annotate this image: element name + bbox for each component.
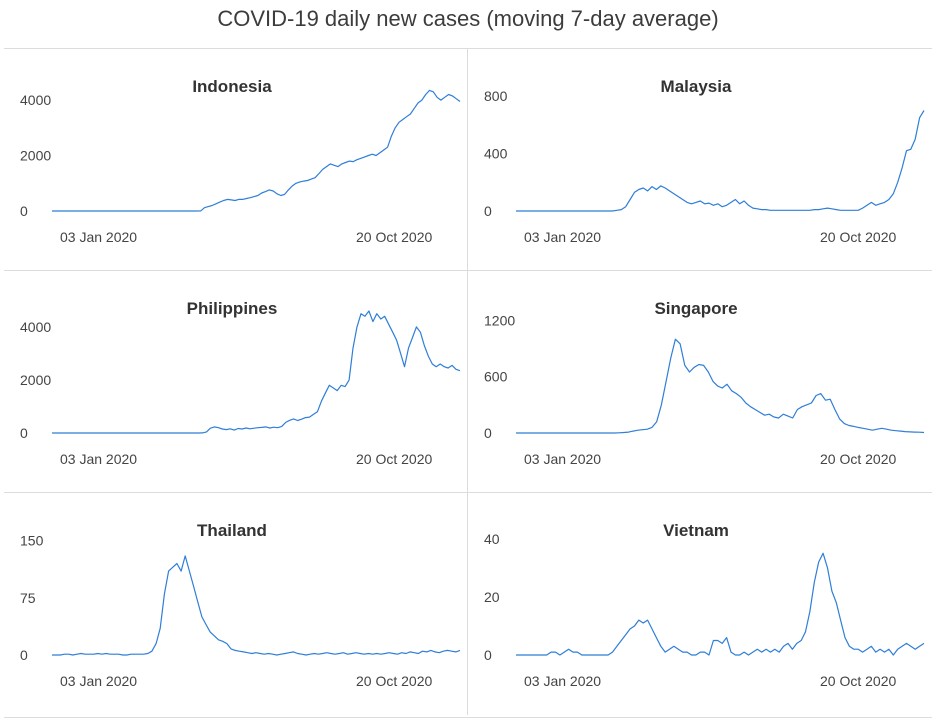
y-tick-label: 600 [484, 369, 508, 385]
y-tick-label: 40 [484, 531, 500, 547]
y-tick-label: 0 [484, 203, 492, 219]
y-tick-label: 4000 [20, 319, 51, 335]
y-tick-label: 2000 [20, 148, 51, 164]
line-chart: 0 400 800 03 Jan 2020 20 Oct 2020 [484, 88, 925, 245]
series-line [516, 110, 925, 212]
panel-title: Philippines [186, 299, 278, 318]
series-line [516, 338, 925, 434]
x-tick-label: 20 Oct 2020 [356, 229, 432, 245]
y-tick-label: 4000 [20, 92, 51, 108]
x-tick-label: 20 Oct 2020 [820, 229, 896, 245]
panel-title: Thailand [197, 521, 267, 540]
line-chart: 0 20 40 03 Jan 2020 20 Oct 2020 [484, 531, 925, 689]
chart-panel-philippines: Philippines 0 2000 4000 03 Jan 2020 20 Oct 20… [4, 271, 468, 493]
y-tick-label: 0 [20, 203, 28, 219]
series-line [516, 552, 925, 656]
y-tick-label: 2000 [20, 372, 51, 388]
panel-title: Singapore [654, 299, 738, 318]
y-tick-label: 0 [20, 425, 28, 441]
x-tick-label: 20 Oct 2020 [356, 451, 432, 467]
x-tick-label: 03 Jan 2020 [60, 451, 137, 467]
panel-title: Vietnam [663, 521, 729, 540]
series-line [52, 89, 461, 212]
chart-panel-singapore: Singapore 0 600 1200 03 Jan 2020 20 Oct 2020 [468, 271, 932, 493]
y-tick-label: 0 [484, 647, 492, 663]
y-tick-label: 75 [20, 590, 36, 606]
chart-panel-malaysia: Malaysia 0 400 800 03 Jan 2020 20 Oct 2020 [468, 49, 932, 271]
x-tick-label: 20 Oct 2020 [356, 673, 432, 689]
chart-panel-indonesia: Indonesia 0 2000 4000 03 Jan 2020 20 Oct 2020 [4, 49, 468, 271]
panel-title: Indonesia [192, 77, 272, 96]
y-tick-label: 150 [20, 533, 44, 549]
series-line [52, 310, 461, 434]
y-tick-label: 0 [484, 425, 492, 441]
x-tick-label: 03 Jan 2020 [60, 229, 137, 245]
line-chart: 0 2000 4000 03 Jan 2020 20 Oct 2020 [20, 310, 461, 467]
panel-title: Malaysia [660, 77, 732, 96]
x-tick-label: 03 Jan 2020 [524, 673, 601, 689]
line-chart: 0 75 150 03 Jan 2020 20 Oct 2020 [20, 533, 461, 689]
x-tick-label: 20 Oct 2020 [820, 673, 896, 689]
line-chart: 0 2000 4000 03 Jan 2020 20 Oct 2020 [20, 89, 461, 245]
x-tick-label: 03 Jan 2020 [524, 451, 601, 467]
line-chart: 0 600 1200 03 Jan 2020 20 Oct 2020 [484, 312, 925, 467]
y-tick-label: 400 [484, 146, 508, 162]
y-tick-label: 20 [484, 589, 500, 605]
y-tick-label: 1200 [484, 312, 515, 328]
series-line [52, 555, 461, 656]
x-tick-label: 20 Oct 2020 [820, 451, 896, 467]
chart-panel-vietnam: Vietnam 0 20 40 03 Jan 2020 20 Oct 2020 [468, 493, 932, 715]
x-tick-label: 03 Jan 2020 [524, 229, 601, 245]
x-tick-label: 03 Jan 2020 [60, 673, 137, 689]
chart-panel-thailand: Thailand 0 75 150 03 Jan 2020 20 Oct 2020 [4, 493, 468, 715]
small-multiples-grid: Indonesia 0 2000 4000 03 Jan 2020 20 Oct 2020… [4, 48, 932, 718]
y-tick-label: 800 [484, 88, 508, 104]
chart-title: COVID-19 daily new cases (moving 7-day a… [217, 6, 719, 31]
y-tick-label: 0 [20, 647, 28, 663]
